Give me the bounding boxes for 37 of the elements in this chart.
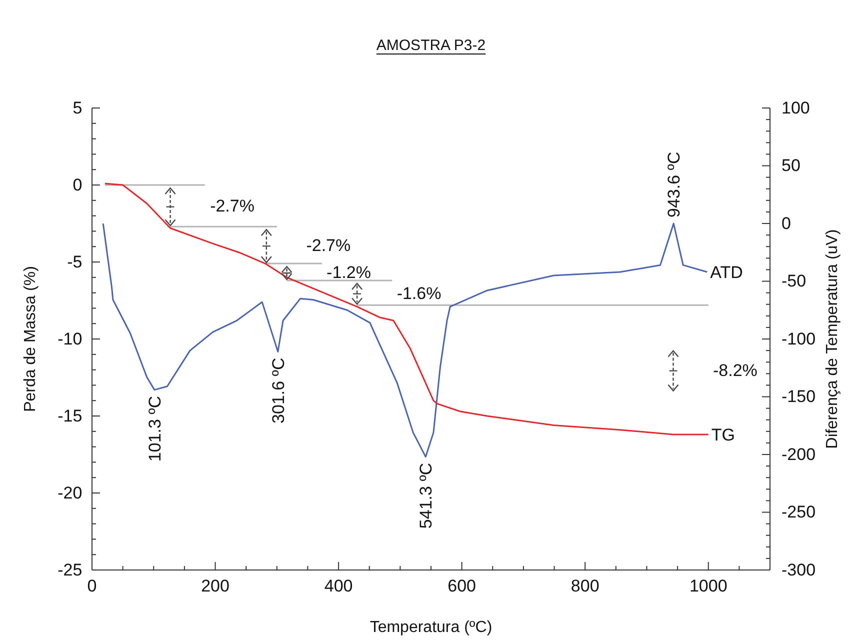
x-tick-label: 0 bbox=[87, 576, 97, 596]
annotation: -8.2% bbox=[713, 360, 758, 380]
y2-tick-label: -300 bbox=[782, 560, 816, 580]
y-tick-label: -20 bbox=[58, 483, 82, 502]
annotation: 301.6 ºC bbox=[268, 358, 288, 424]
y-tick-label: -10 bbox=[58, 329, 82, 348]
x-tick-label: 1000 bbox=[689, 576, 728, 596]
x-tick-label: 800 bbox=[570, 576, 600, 596]
y2-tick-label: 100 bbox=[782, 98, 810, 118]
series-label: TG bbox=[711, 425, 735, 444]
x-tick-label: 400 bbox=[324, 576, 353, 596]
annotation: 541.3 ºC bbox=[416, 462, 436, 529]
annotation: -1.6% bbox=[396, 284, 442, 303]
y2-tick-label: -50 bbox=[782, 272, 806, 291]
y2-tick-label: -200 bbox=[782, 444, 816, 464]
y2-tick-label: 50 bbox=[782, 156, 800, 176]
y2-axis-title: Diferença de Temperatura (uV) bbox=[824, 229, 841, 449]
annotation: 101.3 ºC bbox=[145, 396, 164, 462]
annotation: -2.7% bbox=[306, 236, 351, 256]
annotation: -2.7% bbox=[210, 196, 254, 216]
series-label: ATD bbox=[710, 262, 743, 282]
y2-tick-label: -250 bbox=[782, 502, 816, 522]
y-tick-label: -15 bbox=[58, 406, 82, 426]
x-axis-title: Temperatura (ºC) bbox=[370, 619, 492, 636]
y2-tick-label: -150 bbox=[782, 387, 816, 406]
annotation: 943.6 ºC bbox=[664, 152, 684, 218]
y2-tick-label: 0 bbox=[782, 214, 791, 233]
y2-tick-label: -100 bbox=[782, 329, 816, 348]
x-tick-label: 600 bbox=[448, 576, 476, 596]
y-tick-label: 5 bbox=[72, 98, 82, 118]
chart-title: AMOSTRA P3-2 bbox=[376, 37, 486, 54]
y-tick-label: 0 bbox=[72, 175, 82, 194]
annotation: -1.2% bbox=[326, 262, 371, 282]
y-tick-label: -25 bbox=[58, 560, 82, 580]
y-axis-title: Perda de Massa (%) bbox=[22, 266, 39, 412]
x-tick-label: 200 bbox=[201, 576, 230, 596]
y-tick-label: -5 bbox=[67, 252, 82, 272]
